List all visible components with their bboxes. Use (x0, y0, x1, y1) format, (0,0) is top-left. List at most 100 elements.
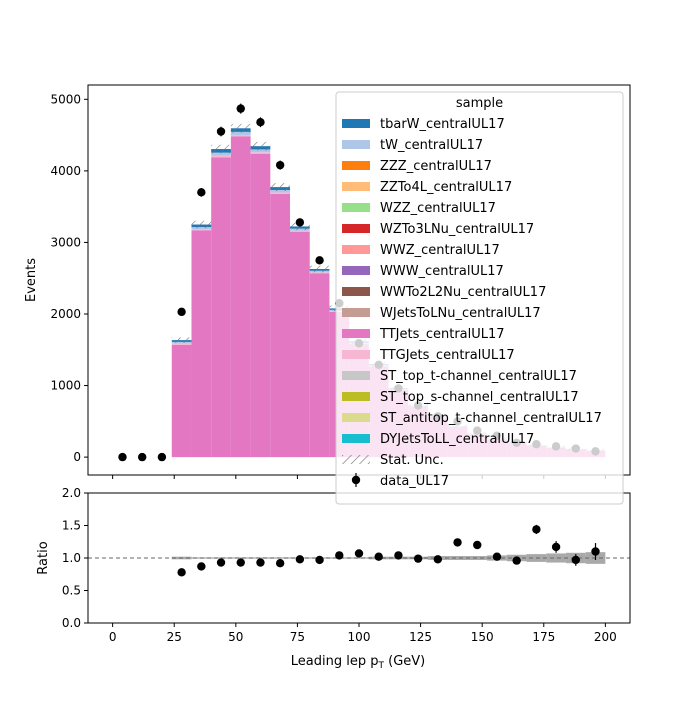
legend: sampletbarW_centralUL17tW_centralUL17ZZZ… (336, 92, 623, 504)
ratio-point-4 (256, 558, 264, 566)
stat-unc-3 (231, 124, 251, 133)
data-point-1 (138, 453, 146, 461)
stat-unc-1 (191, 221, 211, 228)
bar-TTJets_centralUL17-4 (251, 154, 271, 457)
data-point-2 (158, 453, 166, 461)
bar-TTGJets_centralUL17-6 (290, 231, 310, 232)
stat-unc-7 (310, 266, 330, 273)
legend-label-2: ZZZ_centralUL17 (380, 159, 492, 174)
x-axis-label: Leading lep pT (GeV) (291, 654, 425, 671)
x-tick-label-0: 0 (109, 630, 117, 644)
legend-label-1: tW_centralUL17 (380, 138, 483, 153)
ratio-point-18 (532, 525, 540, 533)
legend-swatch-12 (342, 371, 370, 380)
ratio-y-tick-label-0: 0.0 (62, 616, 81, 630)
ratio-point-8 (335, 551, 343, 559)
bar-TTGJets_centralUL17-0 (172, 344, 192, 345)
ratio-point-17 (512, 556, 520, 564)
bar-TTGJets_centralUL17-7 (310, 272, 330, 273)
bar-TTJets_centralUL17-7 (310, 273, 330, 457)
ratio-band-15 (467, 556, 487, 560)
legend-label-14: ST_antitop_t-channel_centralUL17 (380, 411, 602, 426)
y-tick-label-5: 5000 (50, 92, 81, 106)
legend-label-11: TTGJets_centralUL17 (379, 348, 515, 363)
ratio-point-16 (493, 553, 501, 561)
stat-unc-2 (211, 145, 231, 153)
legend-swatch-7 (342, 266, 370, 275)
stat-unc-4 (251, 142, 271, 150)
ratio-y-tick-label-2: 1.0 (62, 551, 81, 565)
bar-TTJets_centralUL17-6 (290, 232, 310, 457)
ratio-point-21 (591, 547, 599, 555)
data-point-5 (217, 127, 225, 135)
data-point-6 (237, 104, 245, 112)
x-tick-label-3: 75 (290, 630, 305, 644)
legend-swatch-16 (342, 455, 370, 464)
data-point-4 (197, 188, 205, 196)
y-axis-label-ratio: Ratio (36, 541, 51, 574)
x-tick-label-1: 25 (167, 630, 182, 644)
data-point-3 (177, 308, 185, 316)
ratio-point-10 (375, 553, 383, 561)
legend-swatch-4 (342, 203, 370, 212)
legend-swatch-15 (342, 434, 370, 443)
legend-marker-17 (352, 476, 360, 484)
legend-swatch-10 (342, 329, 370, 338)
ratio-point-20 (572, 556, 580, 564)
y-axis-label-events: Events (24, 258, 39, 302)
bar-TTJets_centralUL17-5 (270, 194, 290, 457)
stat-unc-5 (270, 183, 290, 191)
bar-TTGJets_centralUL17-3 (231, 135, 251, 136)
ratio-y-tick-label-1: 0.5 (62, 584, 81, 598)
ratio-y-tick-label-3: 1.5 (62, 519, 81, 533)
ratio-point-13 (434, 555, 442, 563)
legend-label-17: data_UL17 (380, 474, 449, 489)
legend-label-12: ST_top_t-channel_centralUL17 (380, 369, 577, 384)
legend-swatch-9 (342, 308, 370, 317)
data-point-10 (315, 256, 323, 264)
ratio-points (177, 525, 599, 577)
x-axis-label-unit: (GeV) (384, 654, 425, 669)
x-axis-label-main: Leading lep p (291, 654, 379, 669)
legend-swatch-8 (342, 287, 370, 296)
legend-swatch-3 (342, 182, 370, 191)
x-tick-label-6: 150 (471, 630, 494, 644)
y-tick-label-3: 3000 (50, 235, 81, 249)
x-tick-label-8: 200 (594, 630, 617, 644)
legend-swatch-5 (342, 224, 370, 233)
ratio-point-19 (552, 543, 560, 551)
ratio-point-11 (394, 551, 402, 559)
data-point-8 (276, 161, 284, 169)
legend-label-13: ST_top_s-channel_centralUL17 (380, 390, 579, 405)
data-point-0 (118, 453, 126, 461)
ratio-point-12 (414, 554, 422, 562)
bar-TTJets_centralUL17-1 (191, 230, 211, 457)
bar-TTGJets_centralUL17-4 (251, 152, 271, 153)
legend-swatch-11 (342, 350, 370, 359)
legend-label-4: WZZ_centralUL17 (380, 201, 496, 216)
stat-unc-0 (172, 338, 192, 343)
bar-TTJets_centralUL17-3 (231, 137, 251, 458)
ratio-band-14 (448, 556, 468, 560)
x-tick-label-2: 50 (228, 630, 243, 644)
legend-label-9: WJetsToLNu_centralUL17 (380, 306, 541, 321)
y-tick-label-4: 4000 (50, 164, 81, 178)
legend-label-0: tbarW_centralUL17 (380, 117, 505, 132)
ratio-band-19 (546, 553, 566, 562)
data-point-9 (296, 218, 304, 226)
ratio-point-3 (237, 558, 245, 566)
legend-swatch-1 (342, 140, 370, 149)
ratio-point-9 (355, 549, 363, 557)
bar-TTGJets_centralUL17-1 (191, 229, 211, 230)
legend-label-5: WZTo3LNu_centralUL17 (380, 222, 534, 237)
bar-TTJets_centralUL17-2 (211, 157, 231, 457)
ratio-point-15 (473, 541, 481, 549)
legend-label-8: WWTo2L2Nu_centralUL17 (380, 285, 546, 300)
legend-swatch-2 (342, 161, 370, 170)
ratio-point-1 (197, 562, 205, 570)
legend-swatch-0 (342, 119, 370, 128)
legend-label-3: ZZTo4L_centralUL17 (380, 180, 512, 195)
legend-entry-14: ST_antitop_t-channel_centralUL17 (342, 411, 602, 426)
